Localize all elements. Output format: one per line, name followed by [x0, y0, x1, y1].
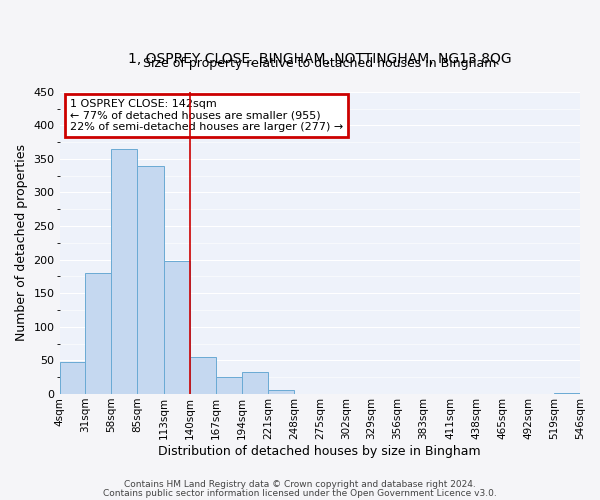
Bar [59, 362, 85, 394]
Title: Size of property relative to detached houses in Bingham: Size of property relative to detached ho… [143, 56, 496, 70]
Bar [112, 149, 137, 394]
Bar [242, 372, 268, 394]
Bar [164, 261, 190, 394]
Bar [268, 390, 294, 394]
Text: Contains HM Land Registry data © Crown copyright and database right 2024.: Contains HM Land Registry data © Crown c… [124, 480, 476, 489]
Bar [85, 273, 112, 394]
Text: Contains public sector information licensed under the Open Government Licence v3: Contains public sector information licen… [103, 488, 497, 498]
Bar [190, 357, 216, 394]
Bar [216, 376, 242, 394]
X-axis label: Distribution of detached houses by size in Bingham: Distribution of detached houses by size … [158, 444, 481, 458]
Bar [137, 166, 164, 394]
Text: 1, OSPREY CLOSE, BINGHAM, NOTTINGHAM, NG13 8QG: 1, OSPREY CLOSE, BINGHAM, NOTTINGHAM, NG… [128, 52, 512, 66]
Bar [554, 392, 580, 394]
Text: 1 OSPREY CLOSE: 142sqm
← 77% of detached houses are smaller (955)
22% of semi-de: 1 OSPREY CLOSE: 142sqm ← 77% of detached… [70, 100, 343, 132]
Y-axis label: Number of detached properties: Number of detached properties [15, 144, 28, 342]
